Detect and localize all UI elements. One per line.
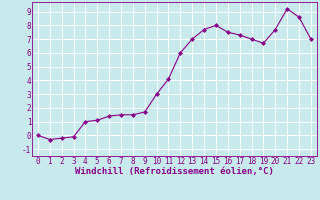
- X-axis label: Windchill (Refroidissement éolien,°C): Windchill (Refroidissement éolien,°C): [75, 167, 274, 176]
